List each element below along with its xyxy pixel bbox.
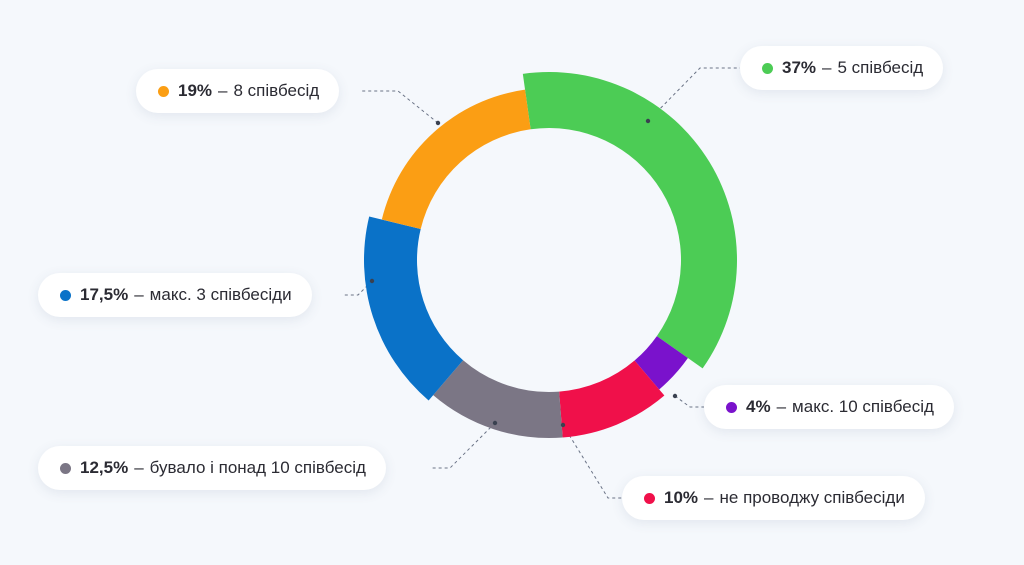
label-text: макс. 10 співбесід [792,397,934,416]
leader-anchor-2 [560,422,566,428]
leader-anchor-dots [369,118,678,428]
donut-slice-1 [634,336,688,390]
label-text: не проводжу співбесіди [719,488,905,507]
label-percent: 19% [178,81,213,100]
donut-slices [364,72,737,439]
leader-line-1 [674,395,704,408]
leader-line-5 [360,90,439,124]
legend-dot-gray-icon [60,462,71,474]
legend-dot-purple-icon [726,401,737,413]
label-max-10-interviews: 4% – макс. 10 співбесід [704,385,954,429]
label-text: 5 співбесід [837,58,924,77]
leader-line-3 [432,422,496,469]
legend-dot-orange-icon [158,85,169,97]
leader-anchor-4 [369,278,375,284]
donut-slice-4 [364,216,464,401]
legend-dot-green-icon [762,62,773,74]
label-5-interviews: 37% – 5 співбесід [740,46,944,90]
donut-slice-3 [433,360,563,439]
label-text: бувало і понад 10 співбесід [149,458,366,477]
donut-slice-2 [559,360,665,438]
label-text: макс. 3 співбесіди [149,285,292,304]
leader-anchor-1 [672,393,678,399]
label-percent: 17,5% [80,285,129,304]
leader-anchor-3 [492,420,498,426]
label-percent: 37% [782,58,817,77]
leader-line-0 [647,67,740,122]
label-8-interviews: 19% – 8 співбесід [136,69,340,113]
label-text: 8 співбесід [233,81,320,100]
label-max-3-interviews: 17,5% – макс. 3 співбесіди [38,273,312,317]
leader-line-2 [562,424,622,499]
legend-dot-blue-icon [60,289,71,301]
legend-dot-red-icon [644,492,655,504]
label-percent: 12,5% [80,458,129,477]
leader-anchor-0 [645,118,651,124]
donut-slice-5 [381,89,531,229]
label-no-interviews: 10% – не проводжу співбесіди [622,476,925,520]
donut-slice-0 [522,72,737,369]
leader-anchor-5 [435,120,441,126]
label-percent: 4% [746,397,771,416]
label-over-10-interviews: 12,5% – бувало і понад 10 співбесід [38,446,386,490]
label-percent: 10% [664,488,699,507]
